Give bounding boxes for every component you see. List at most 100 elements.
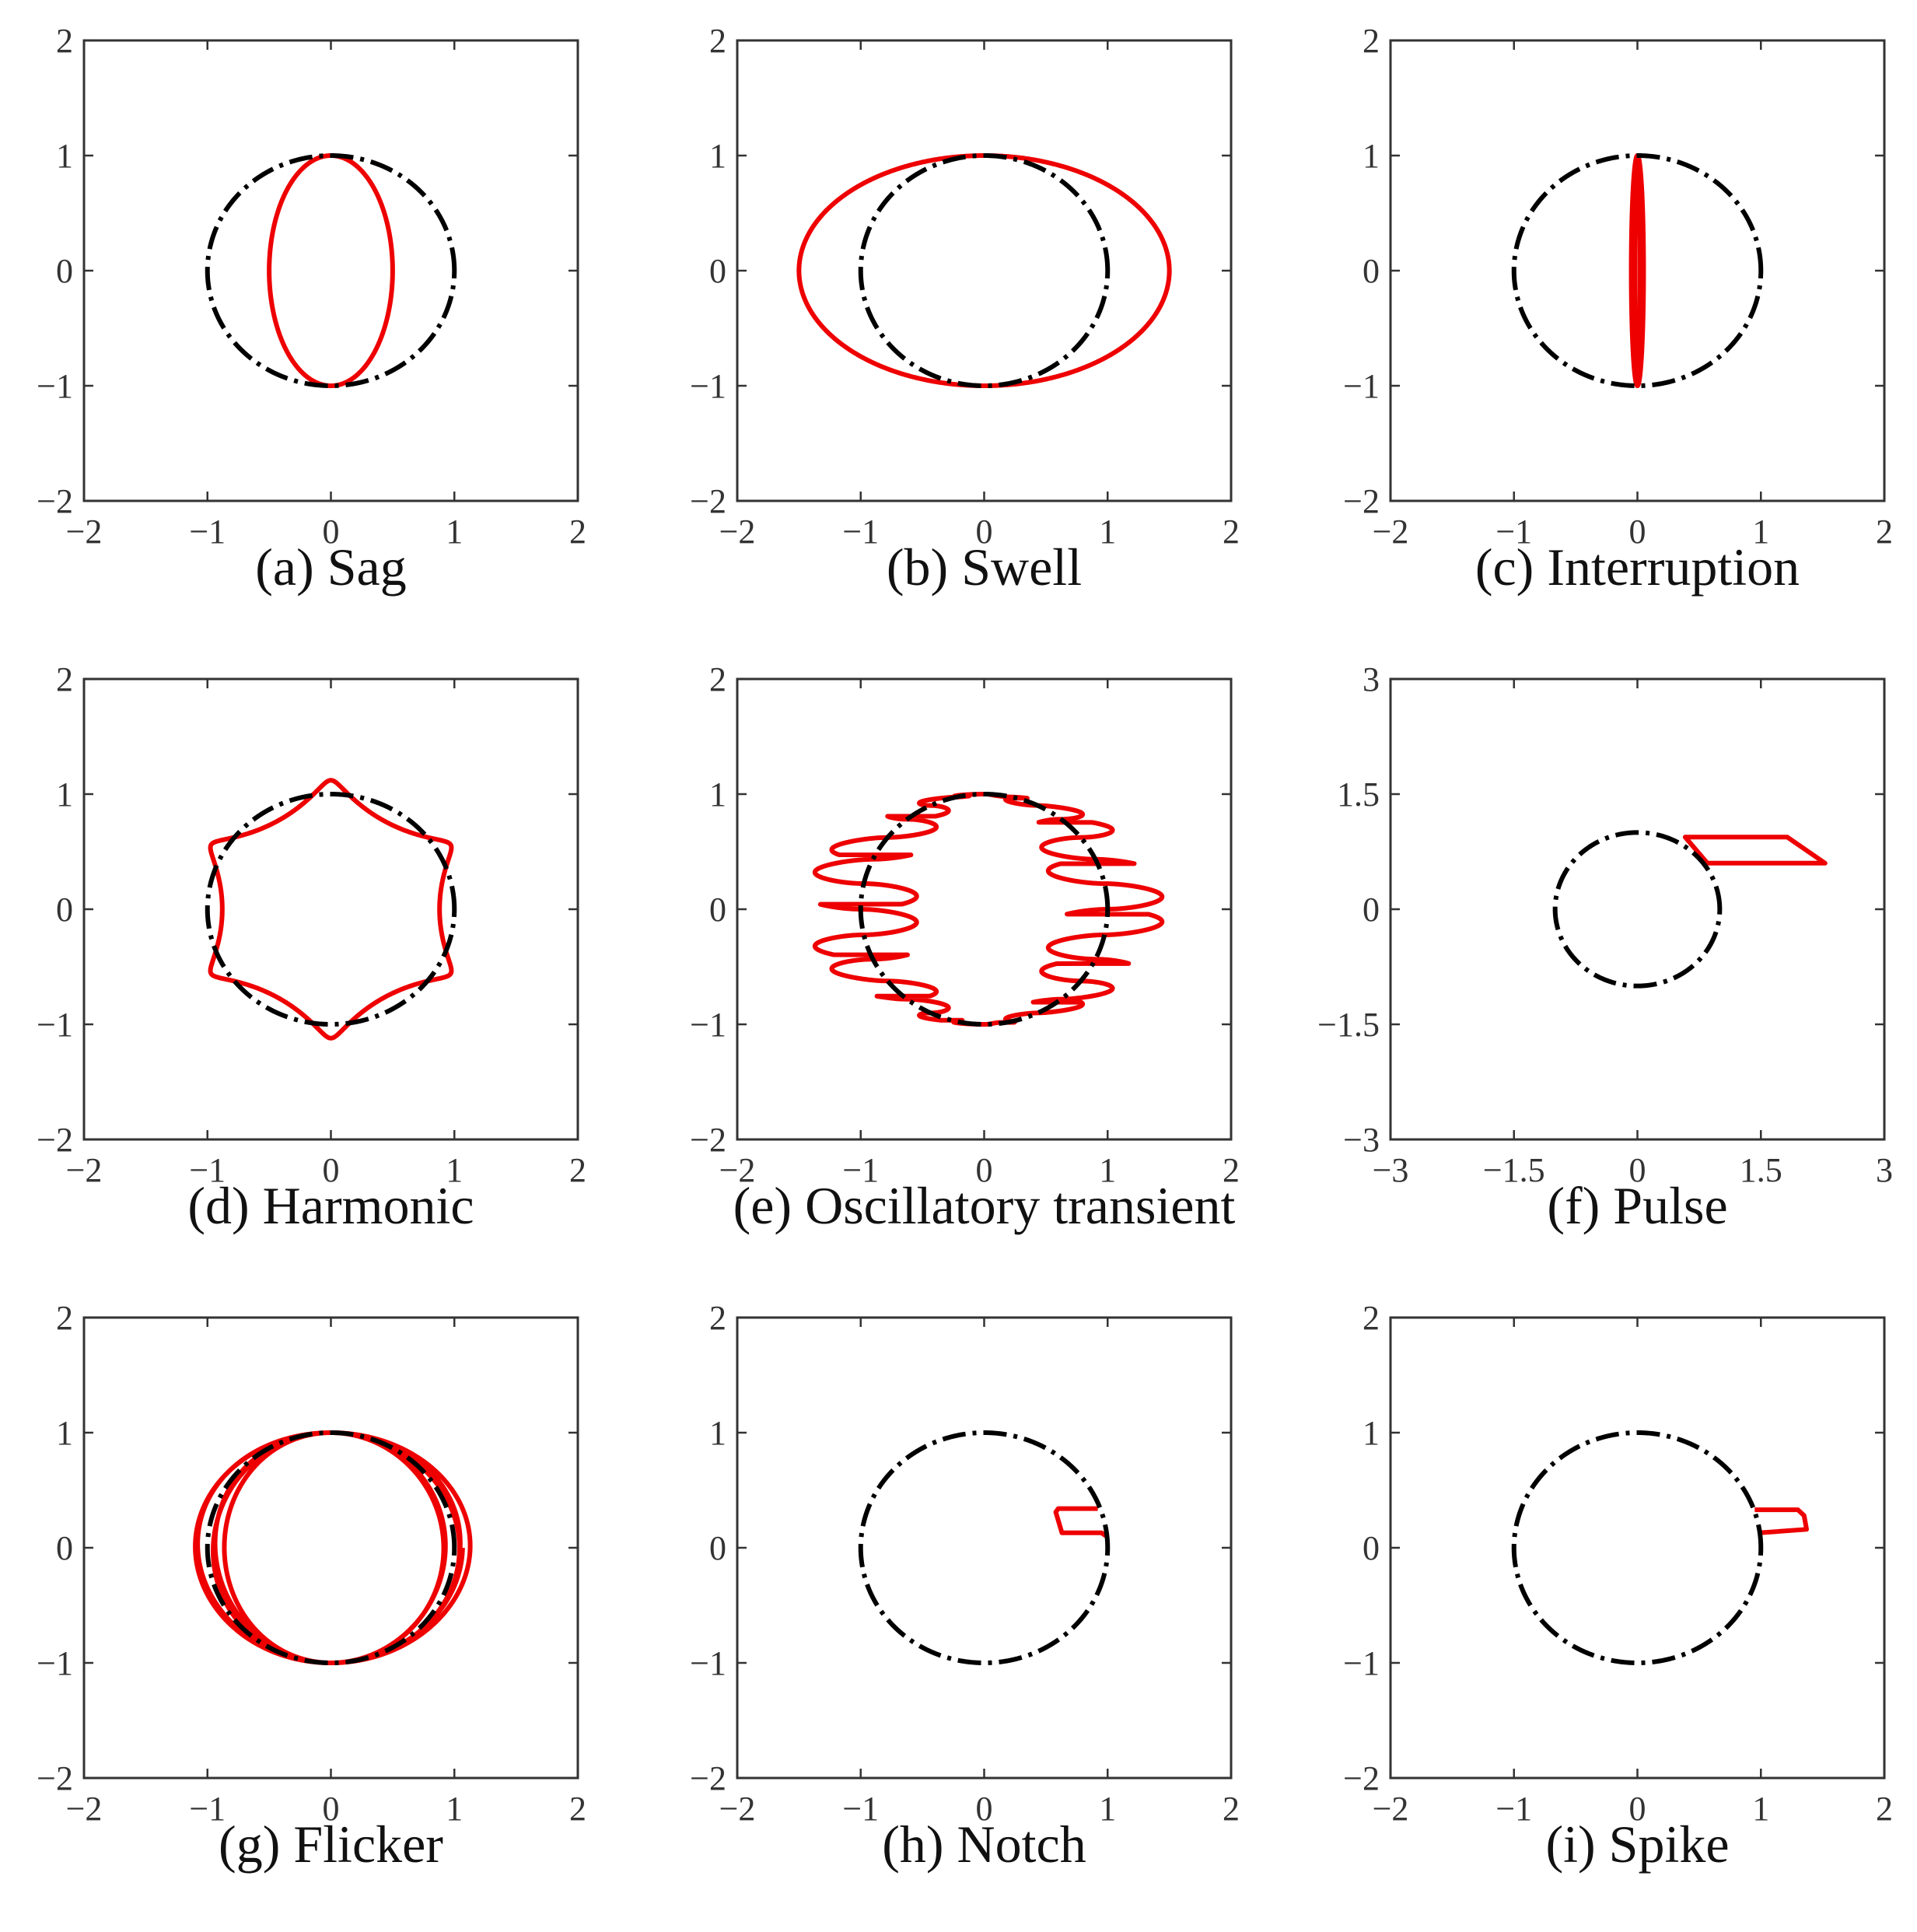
- panel-caption: (g) Flicker: [219, 1815, 443, 1874]
- x-tick-label: 0: [976, 1790, 993, 1828]
- x-tick-label: 1: [1099, 1790, 1116, 1828]
- x-tick-label: 1.5: [1740, 1151, 1782, 1189]
- x-tick-label: −3: [1373, 1151, 1409, 1189]
- plot-frame: [82, 677, 579, 1141]
- panel-caption: (i) Spike: [1545, 1815, 1729, 1874]
- y-tick-label: −2: [690, 1759, 726, 1797]
- plot-frame: [1389, 1316, 1886, 1780]
- x-tick-label: 1: [1099, 1151, 1116, 1189]
- series-reference: [1552, 830, 1723, 989]
- x-tick-label: 2: [1876, 513, 1893, 551]
- x-tick-label: 2: [1223, 1151, 1240, 1189]
- y-tick-label: 2: [1363, 22, 1380, 60]
- x-tick-label: 2: [569, 1790, 586, 1828]
- series-disturbed: [1682, 835, 1828, 866]
- y-tick-label: −1: [37, 1006, 73, 1044]
- x-tick-label: 1: [446, 513, 463, 551]
- plot-frame: [736, 677, 1233, 1141]
- y-tick-label: −2: [690, 1121, 726, 1159]
- plot-frame: [82, 39, 579, 502]
- panel-caption: (b) Swell: [887, 537, 1082, 597]
- panel-caption: (f) Pulse: [1547, 1176, 1727, 1235]
- panel-caption: (e) Oscillatory transient: [733, 1176, 1236, 1235]
- y-tick-label: −3: [1343, 1121, 1380, 1159]
- x-tick-label: −1: [189, 1790, 226, 1828]
- y-tick-label: −2: [1343, 1759, 1380, 1797]
- x-tick-label: −1: [189, 1151, 226, 1189]
- x-tick-label: 0: [323, 1151, 340, 1189]
- series-disturbed: [1053, 1506, 1108, 1538]
- y-tick-label: 0: [1363, 1529, 1380, 1567]
- x-tick-label: −1: [842, 513, 879, 551]
- y-tick-label: −1: [690, 1006, 726, 1044]
- x-tick-label: 2: [569, 1151, 586, 1189]
- x-tick-label: −2: [719, 513, 756, 551]
- x-tick-label: 0: [1629, 1790, 1646, 1828]
- y-tick-label: 0: [56, 252, 73, 290]
- x-tick-label: −1.5: [1483, 1151, 1545, 1189]
- panel-caption: (d) Harmonic: [187, 1176, 474, 1235]
- y-tick-label: 1: [709, 775, 726, 814]
- x-tick-label: −1: [842, 1790, 879, 1828]
- y-tick-label: −1: [1343, 367, 1380, 405]
- plot-frame: [736, 1316, 1233, 1780]
- panel-i: −2 −1 0 1 2 −2 −1 0 1 2 (i) Spike: [1343, 1299, 1893, 1874]
- y-tick-label: 0: [56, 1529, 73, 1567]
- y-tick-label: 2: [709, 660, 726, 698]
- y-tick-label: 1: [1363, 1414, 1380, 1452]
- y-tick-label: −2: [37, 1759, 73, 1797]
- x-tick-label: 0: [1629, 1151, 1646, 1189]
- x-tick-label: −2: [719, 1151, 756, 1189]
- y-tick-label: 0: [1363, 252, 1380, 290]
- y-tick-label: −2: [1343, 482, 1380, 520]
- y-tick-label: −1.5: [1317, 1006, 1380, 1044]
- series-reference: [858, 791, 1111, 1027]
- plot-frame: [736, 39, 1233, 502]
- x-tick-label: 1: [1752, 1790, 1769, 1828]
- y-tick-label: −2: [37, 1121, 73, 1159]
- y-tick-label: −2: [37, 482, 73, 520]
- y-tick-label: 2: [56, 1299, 73, 1337]
- series-disturbed: [193, 1430, 473, 1665]
- series-reference: [205, 152, 457, 389]
- y-tick-label: −1: [37, 1644, 73, 1682]
- x-tick-label: 0: [976, 1151, 993, 1189]
- x-tick-label: 1: [1752, 513, 1769, 551]
- series-disturbed: [796, 153, 1172, 388]
- x-tick-label: 0: [976, 513, 993, 551]
- x-tick-label: −1: [189, 513, 226, 551]
- x-tick-label: 1: [446, 1790, 463, 1828]
- y-tick-label: 2: [56, 22, 73, 60]
- series-disturbed: [812, 792, 1165, 1027]
- plot-frame: [1389, 39, 1886, 502]
- y-tick-label: −1: [37, 367, 73, 405]
- y-tick-label: 0: [709, 252, 726, 290]
- panel-b: −2 −1 0 1 2 −2 −1 0 1 2 (b) Swell: [690, 22, 1240, 597]
- panel-c: −2 −1 0 1 2 −2 −1 0 1 2 (c) Interruption: [1343, 22, 1893, 597]
- x-tick-label: −1: [842, 1151, 879, 1189]
- y-tick-label: 2: [56, 660, 73, 698]
- y-tick-label: 1: [56, 1414, 73, 1452]
- x-tick-label: −2: [66, 1790, 103, 1828]
- x-tick-label: −2: [66, 513, 103, 551]
- y-tick-label: 1: [709, 137, 726, 175]
- x-tick-label: −2: [1373, 513, 1409, 551]
- panel-h: −2 −1 0 1 2 −2 −1 0 1 2 (h) Notch: [690, 1299, 1240, 1874]
- x-tick-label: 2: [1223, 513, 1240, 551]
- series-disturbed: [208, 778, 454, 1041]
- y-tick-label: 0: [1363, 891, 1380, 929]
- x-tick-label: 2: [1876, 1790, 1893, 1828]
- x-tick-label: 1: [446, 1151, 463, 1189]
- x-tick-label: 0: [323, 1790, 340, 1828]
- y-tick-label: 1: [56, 137, 73, 175]
- panel-f: −3 −1.5 0 1.5 3 −3 −1.5 0 1.5 3 (f) Pulse: [1317, 660, 1893, 1235]
- x-tick-label: −2: [719, 1790, 756, 1828]
- y-tick-label: 3: [1363, 660, 1380, 698]
- series-reference: [205, 791, 457, 1027]
- series-reference: [205, 1430, 457, 1666]
- series-reference: [858, 1430, 1111, 1666]
- x-tick-label: 0: [1629, 513, 1646, 551]
- series-disturbed: [1754, 1507, 1809, 1535]
